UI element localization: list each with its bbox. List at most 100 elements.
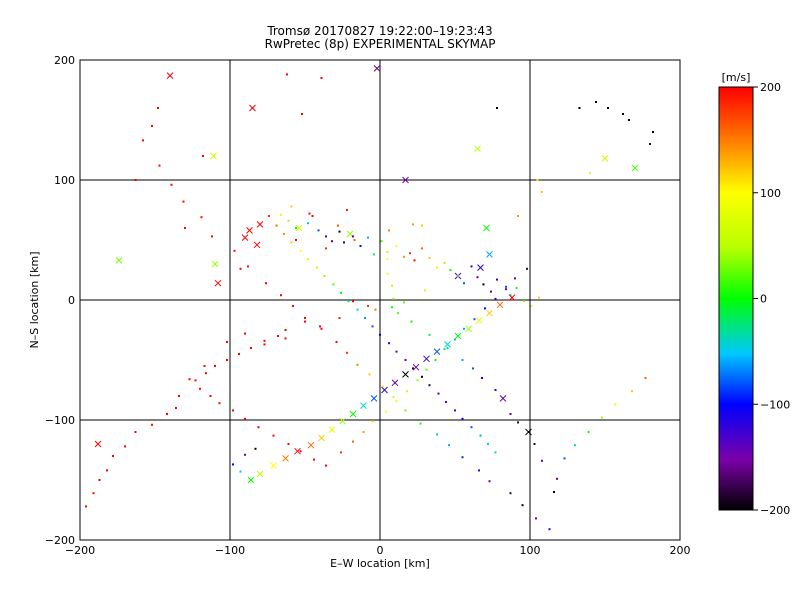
data-point-dot [386,272,389,275]
data-point-dot [395,399,398,402]
data-point-dot [98,479,101,481]
colorbar-tick-label: 0 [760,293,767,306]
data-point-dot [482,283,485,286]
data-point-cross [282,455,289,462]
data-point-dot [340,451,342,454]
x-tick-label: 200 [670,544,691,557]
data-point-dot [263,339,266,342]
data-point-dot [419,422,422,425]
data-point-dot [425,368,428,371]
data-point-cross [249,104,256,112]
data-point-dot [287,219,290,222]
data-point-dot [134,179,137,181]
data-point-dot [239,470,242,473]
data-point-dot [644,377,647,379]
data-point-dot [574,444,576,447]
data-point-dot [332,283,335,286]
data-point-dot [578,107,581,109]
data-point-cross [525,428,532,436]
data-point-dot [158,164,161,167]
data-point-dot [367,305,369,307]
data-point-dot [292,305,294,307]
data-point-cross [115,257,123,264]
data-point-dot [209,395,212,397]
data-point-dot [601,416,603,419]
data-point-dot [481,377,483,379]
data-point-dot [413,259,416,262]
data-point-dot [287,443,290,445]
data-point-dot [421,375,423,378]
data-point-dot [295,239,297,241]
data-point-dot [277,335,279,337]
y-tick-label: 0 [68,294,75,307]
data-point-dot [301,113,303,115]
data-point-dot [505,285,507,288]
data-point-dot [461,417,464,420]
data-point-dot [649,143,651,145]
data-point-dot [436,266,438,269]
data-point-cross [256,470,264,478]
data-point-cross [486,309,493,317]
data-point-dot [367,236,369,239]
data-point-dot [106,469,108,472]
data-point-cross [381,386,388,394]
data-point-dot [362,431,365,433]
data-point-dot [395,245,398,247]
data-point-dot [202,155,204,157]
data-point-dot [374,308,377,311]
data-point-cross [496,301,504,309]
data-point-dot [157,107,159,109]
data-point-dot [614,403,617,406]
data-point-dot [563,457,566,460]
data-point-cross [295,224,303,232]
data-point-dot [421,247,423,250]
colorbar-unit-label: [m/s] [722,71,751,84]
data-point-dot [299,450,302,453]
data-point-cross [631,164,639,172]
data-point-dot [232,409,234,412]
chart-title: Tromsø 20170827 19:22:00–19:23:43 [267,24,493,38]
data-point-cross [474,145,481,153]
data-point-dot [463,327,465,330]
data-point-dot [548,528,551,531]
colorbar [718,86,754,511]
data-point-dot [443,348,446,351]
colorbar-tick-label: 100 [760,187,781,200]
colorbar-tick-label: 200 [760,81,781,94]
data-point-dot [535,517,537,520]
data-point-dot [496,278,498,281]
data-point-cross [94,440,102,448]
data-point-cross [373,65,381,72]
data-point-dot [343,241,345,244]
data-point-dot [521,504,524,507]
data-point-dot [194,379,197,382]
data-point-dot [488,480,491,483]
data-point-dot [364,317,366,319]
data-point-dot [454,409,456,412]
data-point-dot [346,209,348,211]
data-point-dot [434,359,437,361]
data-point-dot [299,249,302,252]
data-point-dot [428,384,431,387]
data-point-dot [325,247,327,250]
y-tick-label: 100 [54,174,75,187]
data-point-dot [280,213,282,216]
data-point-dot [340,291,342,294]
data-point-dot [457,275,459,277]
data-point-dot [319,325,321,328]
data-point-dot [199,387,201,390]
data-point-dot [323,275,326,277]
data-point-cross [349,410,357,418]
data-point-cross [294,447,301,455]
data-point-dot [211,235,213,238]
data-point-dot [232,463,234,466]
x-tick-label: −200 [65,544,95,557]
data-point-dot [652,131,654,133]
data-point-dot [178,395,180,397]
x-tick-label: 100 [520,544,541,557]
data-point-dot [403,255,405,258]
data-point-dot [353,239,356,241]
data-point-dot [214,365,216,367]
data-point-dot [304,320,306,323]
data-point-dot [338,230,341,233]
